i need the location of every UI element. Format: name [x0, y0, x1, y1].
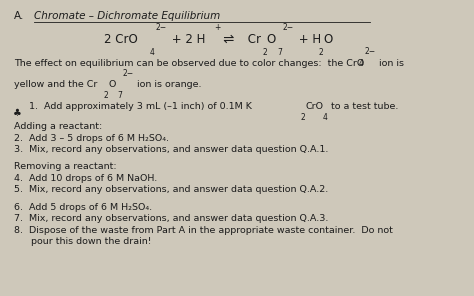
- Text: to a test tube.: to a test tube.: [328, 102, 398, 111]
- Text: Chromate – Dichromate Equilibrium: Chromate – Dichromate Equilibrium: [34, 11, 220, 21]
- Text: 5.  Mix, record any observations, and answer data question Q.A.2.: 5. Mix, record any observations, and ans…: [14, 185, 328, 194]
- Text: ♣: ♣: [13, 108, 22, 118]
- Text: 2: 2: [301, 113, 305, 122]
- Text: 7: 7: [118, 91, 122, 100]
- Text: 4: 4: [358, 59, 363, 68]
- Text: 6.  Add 5 drops of 6 M H₂SO₄.: 6. Add 5 drops of 6 M H₂SO₄.: [14, 203, 152, 212]
- Text: 2 CrO: 2 CrO: [104, 33, 138, 46]
- Text: 4: 4: [323, 113, 328, 122]
- Text: The effect on equilibrium can be observed due to color changes:  the CrO: The effect on equilibrium can be observe…: [14, 59, 365, 68]
- Text: O: O: [267, 33, 276, 46]
- Text: ⇌: ⇌: [219, 33, 234, 46]
- Text: 2.  Add 3 – 5 drops of 6 M H₂SO₄.: 2. Add 3 – 5 drops of 6 M H₂SO₄.: [14, 133, 169, 143]
- Text: 2: 2: [103, 91, 108, 100]
- Text: Adding a reactant:: Adding a reactant:: [14, 122, 102, 131]
- Text: 4.  Add 10 drops of 6 M NaOH.: 4. Add 10 drops of 6 M NaOH.: [14, 173, 157, 183]
- Text: A.: A.: [14, 11, 25, 21]
- Text: yellow and the Cr: yellow and the Cr: [14, 80, 98, 89]
- Text: O: O: [323, 33, 333, 46]
- Text: 2−: 2−: [282, 22, 293, 32]
- Text: 7.  Mix, record any observations, and answer data question Q.A.3.: 7. Mix, record any observations, and ans…: [14, 214, 328, 223]
- Text: + H: + H: [295, 33, 321, 46]
- Text: 2: 2: [319, 48, 323, 57]
- Text: pour this down the drain!: pour this down the drain!: [31, 237, 151, 246]
- Text: 1.  Add approximately 3 mL (–1 inch) of 0.1M K: 1. Add approximately 3 mL (–1 inch) of 0…: [29, 102, 252, 111]
- Text: +: +: [214, 22, 220, 32]
- Text: 4: 4: [149, 48, 154, 57]
- Text: 2−: 2−: [365, 47, 375, 57]
- Text: O: O: [108, 80, 116, 89]
- Text: ion is orange.: ion is orange.: [134, 80, 201, 89]
- Text: 3.  Mix, record any observations, and answer data question Q.A.1.: 3. Mix, record any observations, and ans…: [14, 145, 328, 154]
- Text: + 2 H: + 2 H: [168, 33, 206, 46]
- Text: 2−: 2−: [122, 69, 133, 78]
- Text: ion is: ion is: [376, 59, 404, 68]
- Text: 2−: 2−: [155, 22, 166, 32]
- Text: 2: 2: [262, 48, 267, 57]
- Text: Cr: Cr: [244, 33, 261, 46]
- Text: 8.  Dispose of the waste from Part A in the appropriate waste container.  Do not: 8. Dispose of the waste from Part A in t…: [14, 226, 393, 235]
- Text: Removing a reactant:: Removing a reactant:: [14, 162, 117, 171]
- Text: 7: 7: [277, 48, 282, 57]
- Text: CrO: CrO: [305, 102, 323, 111]
